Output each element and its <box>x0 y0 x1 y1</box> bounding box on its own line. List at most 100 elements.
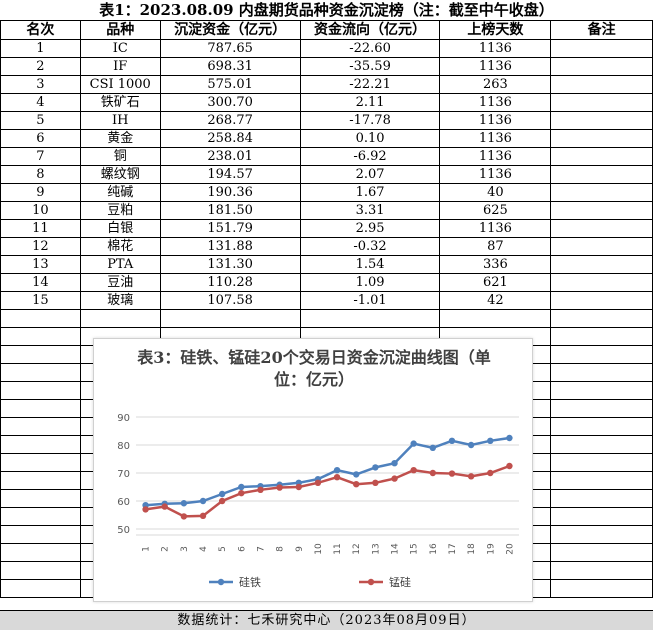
empty-cell <box>550 345 653 364</box>
table-cell: 5 <box>0 111 81 130</box>
table-cell: 181.50 <box>159 201 301 220</box>
table-cell: 2.11 <box>299 93 441 112</box>
table-cell <box>550 165 653 184</box>
data-point <box>487 469 494 477</box>
x-tick-label: 19 <box>486 543 496 555</box>
data-point <box>199 497 207 505</box>
empty-cell <box>550 363 653 382</box>
column-header: 备注 <box>550 20 653 40</box>
table-row: 4 铁矿石 300.70 2.11 1136 <box>0 93 653 112</box>
data-point <box>314 479 322 486</box>
table-cell: 3 <box>0 75 81 94</box>
empty-cell <box>550 309 653 328</box>
x-tick-label: 5 <box>218 546 228 552</box>
x-tick-label: 20 <box>505 543 515 555</box>
data-point <box>410 467 417 474</box>
data-point <box>372 464 379 471</box>
table-cell: 87 <box>439 237 552 256</box>
table-cell: 42 <box>439 291 552 310</box>
data-point <box>276 484 283 491</box>
x-tick-label: 17 <box>448 543 458 554</box>
table-cell: 194.57 <box>159 165 301 184</box>
empty-cell <box>550 561 653 580</box>
empty-cell <box>0 489 81 508</box>
table-cell: 40 <box>439 183 552 202</box>
table-row: 1 IC 787.65 -22.60 1136 <box>0 39 653 58</box>
y-tick-label: 50 <box>117 525 130 536</box>
table-cell: 8 <box>0 165 81 184</box>
table-cell: 纯碱 <box>79 183 161 202</box>
data-point <box>333 467 341 474</box>
table-cell: 0.10 <box>299 129 441 148</box>
empty-cell <box>0 363 81 382</box>
table-cell: 787.65 <box>159 39 301 58</box>
chart-title: 表3：硅铁、锰硅20个交易日资金沉淀曲线图（单位：亿元） <box>137 348 491 389</box>
data-point <box>238 489 245 497</box>
empty-cell <box>0 345 81 364</box>
table-cell: 铁矿石 <box>79 93 161 112</box>
column-header: 名次 <box>0 20 81 40</box>
empty-cell <box>0 543 81 562</box>
table-row: 11 白银 151.79 2.95 1136 <box>0 219 653 238</box>
table-row: 7 铜 238.01 -6.92 1136 <box>0 147 653 166</box>
table-cell: 9 <box>0 183 81 202</box>
table-cell <box>550 219 653 238</box>
x-tick-label: 11 <box>333 543 343 554</box>
data-point <box>448 437 456 444</box>
legend-label: 硅铁 <box>239 576 261 589</box>
table-cell <box>550 255 653 274</box>
x-tick-label: 4 <box>199 546 209 552</box>
table-cell: 1136 <box>439 39 552 58</box>
table-cell <box>550 183 653 202</box>
table-cell: 621 <box>439 273 552 292</box>
table-cell: 1136 <box>439 129 552 148</box>
table-cell <box>550 75 653 94</box>
table-cell: 1136 <box>439 165 552 184</box>
table-cell: 238.01 <box>159 147 301 166</box>
table-cell: -35.59 <box>299 57 441 76</box>
empty-cell <box>0 507 81 526</box>
empty-cell <box>0 327 81 346</box>
empty-cell <box>0 561 81 580</box>
table-cell: 棉花 <box>79 237 161 256</box>
table-cell: 豆粕 <box>79 201 161 220</box>
table-cell <box>550 291 653 310</box>
table-row: 3 CSI 1000 575.01 -22.21 263 <box>0 75 653 94</box>
table-row: 13 PTA 131.30 1.54 336 <box>0 255 653 274</box>
table-cell: 豆油 <box>79 273 161 292</box>
table-cell: 190.36 <box>159 183 301 202</box>
column-header: 资金流向（亿元） <box>299 20 441 40</box>
table-cell: IF <box>79 57 161 76</box>
table-cell: 1.54 <box>299 255 441 274</box>
table-row: 6 黄金 258.84 0.10 1136 <box>0 129 653 148</box>
empty-cell <box>550 579 653 598</box>
table-cell <box>550 273 653 292</box>
data-point <box>506 434 513 442</box>
x-tick-label: 13 <box>371 543 381 554</box>
data-point <box>353 471 360 478</box>
empty-cell <box>550 417 653 436</box>
table-cell: 11 <box>0 219 81 238</box>
x-tick-label: 16 <box>429 543 439 555</box>
table-cell: 131.30 <box>159 255 301 274</box>
data-point <box>410 440 417 447</box>
empty-cell <box>550 453 653 472</box>
table-cell: IC <box>79 39 161 58</box>
x-tick-label: 3 <box>180 546 190 552</box>
legend-marker <box>217 578 225 586</box>
y-tick-label: 90 <box>117 413 130 424</box>
table-cell: 13 <box>0 255 81 274</box>
table-cell <box>550 201 653 220</box>
table-cell: 2.95 <box>299 219 441 238</box>
table-cell: 107.58 <box>159 291 301 310</box>
table-cell: -22.60 <box>299 39 441 58</box>
table-cell: 268.77 <box>159 111 301 130</box>
x-tick-label: 18 <box>467 543 477 555</box>
x-tick-label: 9 <box>295 546 305 552</box>
table-cell: 258.84 <box>159 129 301 148</box>
data-point <box>199 512 207 520</box>
empty-cell <box>79 309 161 328</box>
empty-cell <box>0 471 81 490</box>
data-point <box>257 486 264 493</box>
